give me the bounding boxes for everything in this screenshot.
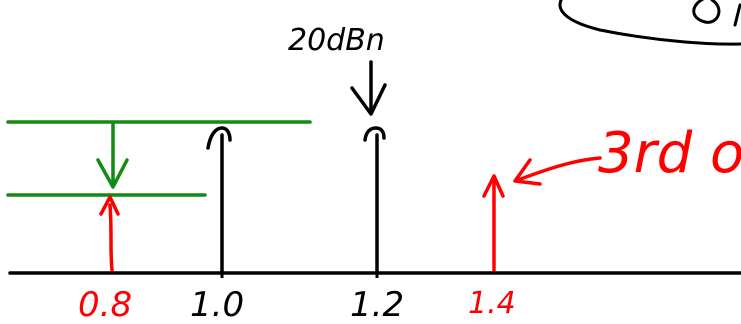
bubble-glyphs bbox=[692, 0, 741, 27]
tone-1-2-arrow bbox=[363, 126, 386, 275]
level-drop-arrow bbox=[96, 122, 129, 189]
bubble-outline bbox=[558, 0, 741, 46]
level-label: 20dBn bbox=[288, 23, 385, 58]
tone-1-0-arrow bbox=[206, 126, 232, 275]
tick-label-1-2: 1.2 bbox=[350, 285, 404, 324]
tone-0-8-arrow bbox=[99, 195, 120, 272]
tick-label-1-4: 1.4 bbox=[468, 286, 516, 321]
tone-1-4-arrow bbox=[482, 174, 505, 272]
tick-label-0-8: 0.8 bbox=[78, 285, 132, 324]
tick-label-1-0: 1.0 bbox=[190, 285, 244, 324]
third-order-label: 3rd o bbox=[598, 121, 741, 186]
third-order-pointer-arrow bbox=[513, 156, 602, 186]
label-pointer-arrow bbox=[350, 60, 387, 116]
